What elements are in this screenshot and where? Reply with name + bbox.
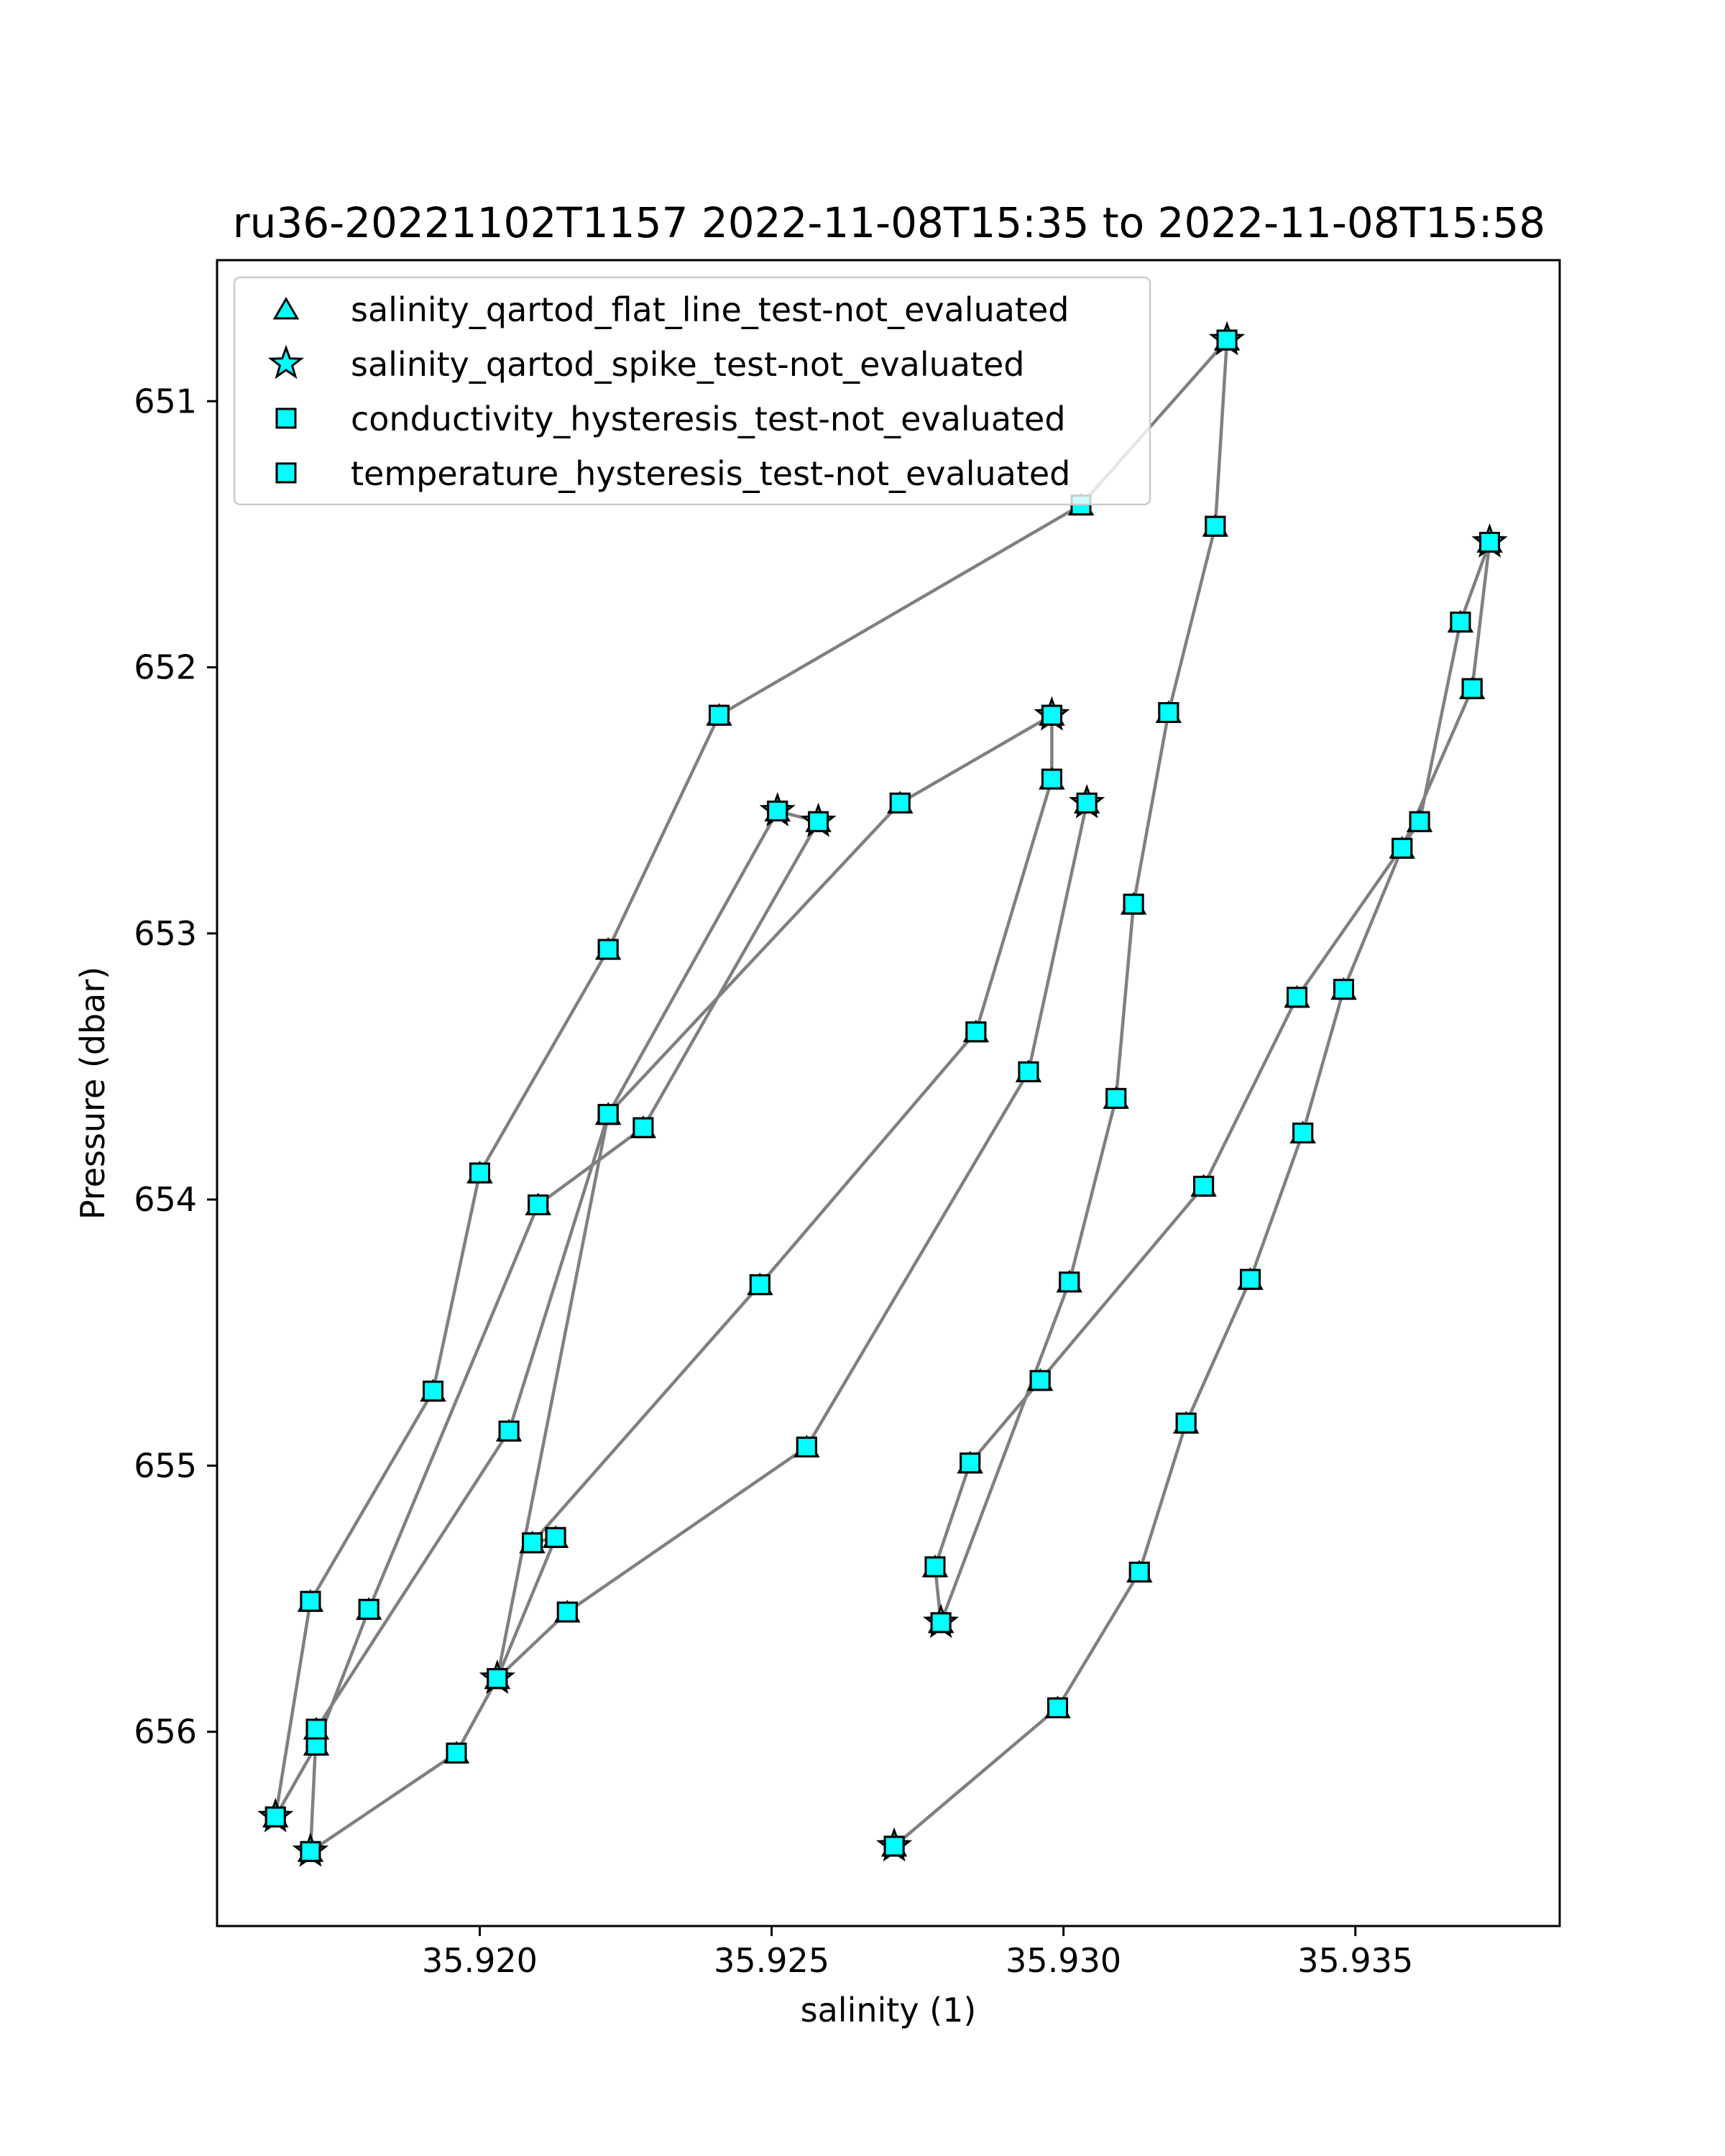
temperature-hysteresis-marker: [423, 1381, 444, 1402]
y-axis-label: Pressure (dbar): [73, 967, 112, 1220]
temperature-hysteresis-marker: [498, 1420, 520, 1442]
temperature-hysteresis-marker: [469, 1162, 490, 1184]
temperature-hysteresis-marker: [1450, 612, 1471, 633]
temperature-hysteresis-marker: [300, 1590, 321, 1612]
temperature-hysteresis-marker: [1287, 987, 1308, 1008]
legend-marker: [275, 462, 297, 484]
legend-label: salinity_qartod_spike_test-not_evaluated: [351, 345, 1024, 384]
axes-frame: [216, 259, 1561, 1927]
temperature-hysteresis-marker: [708, 704, 730, 726]
temperature-hysteresis-marker: [1105, 1087, 1127, 1109]
temperature-hysteresis-marker: [767, 800, 788, 821]
legend-marker: [272, 297, 300, 320]
y-tick-label: 655: [134, 1446, 197, 1485]
temperature-hysteresis-marker: [749, 1274, 770, 1296]
x-tick-label: 35.930: [1006, 1941, 1121, 1980]
temperature-hysteresis-marker: [1076, 792, 1098, 814]
x-tick-label: 35.925: [714, 1941, 829, 1980]
temperature-hysteresis-marker: [1041, 768, 1062, 790]
y-tick-label: 653: [134, 914, 197, 953]
temperature-hysteresis-marker: [930, 1612, 952, 1634]
temperature-hysteresis-marker: [487, 1668, 508, 1690]
temperature-hysteresis-marker: [1018, 1061, 1039, 1082]
legend-marker: [275, 407, 297, 429]
x-tick-label: 35.935: [1297, 1941, 1413, 1980]
temperature-hysteresis-marker: [1029, 1370, 1051, 1391]
temperature-hysteresis-marker: [522, 1532, 543, 1554]
temperature-hysteresis-marker: [1292, 1123, 1314, 1144]
legend-label: salinity_qartod_flat_line_test-not_evalu…: [351, 290, 1069, 329]
temperature-hysteresis-marker: [1216, 329, 1238, 351]
x-axis-label: salinity (1): [801, 1991, 977, 2030]
series-line-group: [273, 338, 1491, 1853]
temperature-hysteresis-marker: [1205, 515, 1226, 537]
temperature-hysteresis-marker: [1193, 1176, 1215, 1197]
chart-title: ru36-20221102T1157 2022-11-08T15:35 to 2…: [233, 198, 1545, 247]
temperature-hysteresis-marker: [965, 1021, 987, 1043]
temperature-hysteresis-marker: [597, 939, 619, 960]
series-line: [273, 338, 1491, 1853]
temperature-hysteresis-marker: [264, 1806, 286, 1828]
plot-area: 35.920 35.925 35.930 35.935 651 652 653 654 655…: [134, 259, 1561, 1980]
temperature-hysteresis-marker: [883, 1835, 905, 1857]
y-tick-label: 652: [134, 648, 197, 687]
temperature-hysteresis-marker: [1175, 1412, 1197, 1434]
temperature-hysteresis-marker: [632, 1117, 654, 1138]
temperature-hysteresis-marker: [1392, 837, 1413, 859]
temperature-hysteresis-marker: [1158, 701, 1179, 723]
temperature-hysteresis-marker: [1123, 893, 1144, 915]
legend-label: temperature_hysteresis_test-not_evaluate…: [351, 454, 1070, 493]
legend-label: conductivity_hysteresis_test-not_evaluat…: [351, 400, 1066, 438]
temperature-hysteresis-marker: [1128, 1562, 1150, 1583]
y-tick-label: 654: [134, 1180, 197, 1219]
legend-box: [233, 276, 1151, 506]
temperature-hysteresis-marker: [1479, 532, 1501, 553]
markers-group: [257, 321, 1508, 1867]
temperature-hysteresis-marker: [1461, 678, 1483, 699]
y-tick-label: 656: [134, 1713, 197, 1751]
x-tick-label: 35.920: [422, 1941, 538, 1980]
temperature-hysteresis-marker: [545, 1526, 566, 1548]
temperature-hysteresis-marker: [1409, 811, 1430, 832]
legend: salinity_qartod_flat_line_test-not_evalu…: [233, 276, 1151, 506]
temperature-hysteresis-marker: [446, 1742, 467, 1764]
temperature-hysteresis-marker: [1041, 704, 1062, 726]
temperature-hysteresis-marker: [597, 1104, 619, 1125]
temperature-hysteresis-marker: [1059, 1271, 1080, 1293]
y-tick-label: 651: [134, 382, 197, 420]
temperature-hysteresis-marker: [528, 1194, 549, 1216]
temperature-hysteresis-marker: [1240, 1268, 1261, 1290]
temperature-hysteresis-marker: [808, 811, 829, 832]
temperature-hysteresis-marker: [1333, 979, 1354, 1000]
temperature-hysteresis-marker: [358, 1598, 380, 1620]
temperature-hysteresis-marker: [960, 1452, 981, 1474]
temperature-hysteresis-marker: [1047, 1697, 1069, 1718]
y-axis-ticks: 651 652 653 654 655 656: [134, 382, 217, 1751]
temperature-hysteresis-marker: [796, 1436, 817, 1457]
legend-marker: [267, 344, 305, 379]
temperature-hysteresis-marker: [556, 1601, 578, 1623]
temperature-hysteresis-marker: [889, 792, 911, 814]
temperature-hysteresis-marker: [924, 1556, 946, 1577]
x-axis-ticks: 35.920 35.925 35.930 35.935: [422, 1926, 1413, 1980]
temperature-hysteresis-marker: [300, 1841, 321, 1862]
temperature-hysteresis-marker: [305, 1718, 327, 1740]
